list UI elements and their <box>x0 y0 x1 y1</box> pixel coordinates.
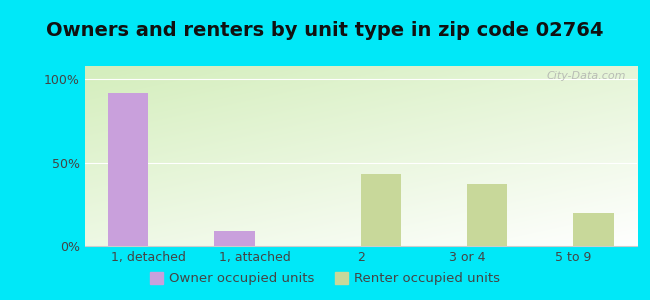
Bar <box>108 93 148 246</box>
Text: Owners and renters by unit type in zip code 02764: Owners and renters by unit type in zip c… <box>46 21 604 40</box>
Bar <box>467 184 508 246</box>
Legend: Owner occupied units, Renter occupied units: Owner occupied units, Renter occupied un… <box>144 266 506 290</box>
Bar <box>573 213 614 246</box>
Text: City-Data.com: City-Data.com <box>547 71 626 81</box>
Bar <box>361 174 401 246</box>
Bar <box>214 231 255 246</box>
